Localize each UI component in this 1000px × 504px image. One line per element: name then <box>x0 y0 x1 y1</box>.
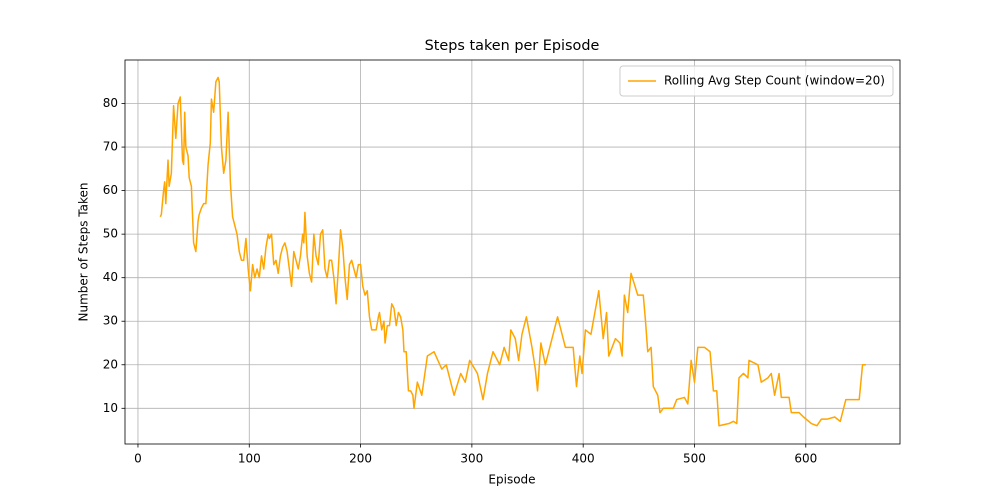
plot-frame <box>124 59 901 445</box>
y-tick-label: 60 <box>103 183 118 197</box>
y-tick-label: 80 <box>103 96 118 110</box>
y-axis-label: Number of Steps Taken <box>77 183 91 322</box>
y-tick-label: 20 <box>103 357 118 371</box>
x-tick-label: 500 <box>683 452 706 466</box>
x-tick-label: 200 <box>349 452 372 466</box>
chart-title: Steps taken per Episode <box>425 38 600 54</box>
x-tick-label: 400 <box>572 452 595 466</box>
y-tick-label: 70 <box>103 140 118 154</box>
legend: Rolling Avg Step Count (window=20) <box>619 65 894 97</box>
x-tick-label: 0 <box>134 452 142 466</box>
y-tick-label: 10 <box>103 401 118 415</box>
x-axis-label: Episode <box>488 473 535 487</box>
y-tick-label: 30 <box>103 314 118 328</box>
legend-label: Rolling Avg Step Count (window=20) <box>664 74 885 88</box>
legend-box <box>619 65 894 97</box>
y-tick-label: 40 <box>103 270 118 284</box>
data-line <box>159 76 866 427</box>
x-tick-label: 300 <box>460 452 483 466</box>
y-tick-label: 50 <box>103 227 118 241</box>
x-tick-label: 100 <box>238 452 261 466</box>
x-tick-label: 600 <box>794 452 817 466</box>
